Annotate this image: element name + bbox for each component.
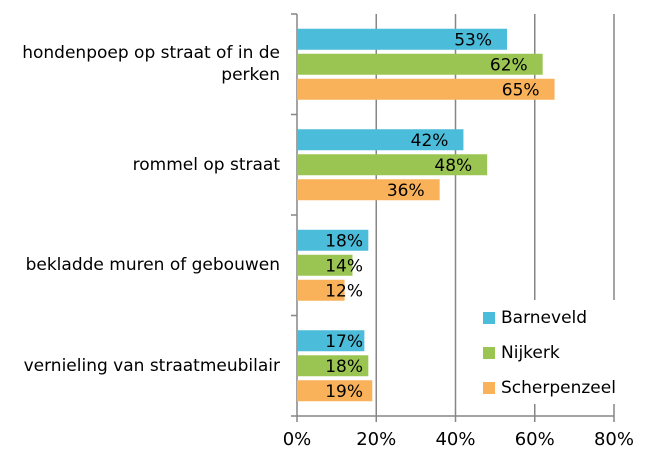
value-label: 65% <box>502 80 540 100</box>
value-label: 53% <box>454 30 492 50</box>
value-label: 12% <box>325 281 363 301</box>
legend-swatch <box>483 347 495 359</box>
legend-label: Nijkerk <box>501 343 560 363</box>
legend-swatch <box>483 312 495 324</box>
category-label: bekladde muren of gebouwen <box>25 255 280 276</box>
category-label: vernieling van straatmeubilair <box>23 355 280 376</box>
bar <box>297 179 440 201</box>
value-label: 17% <box>325 332 363 352</box>
x-tick-label: 60% <box>515 429 555 450</box>
bar <box>297 229 369 251</box>
value-label: 18% <box>325 231 363 251</box>
x-tick-label: 20% <box>356 429 396 450</box>
bar <box>297 78 555 100</box>
value-label: 48% <box>434 156 472 176</box>
category-label: rommel op straat <box>132 154 280 175</box>
x-tick-label: 0% <box>283 429 312 450</box>
legend-background <box>476 300 645 404</box>
value-label: 14% <box>325 256 363 276</box>
bar <box>297 53 543 75</box>
value-label: 36% <box>387 181 425 201</box>
legend-swatch <box>483 382 495 394</box>
value-label: 18% <box>325 357 363 377</box>
category-label: hondenpoep op straat of in de perken <box>22 43 280 86</box>
x-tick-label: 40% <box>435 429 475 450</box>
bar <box>297 28 508 50</box>
legend-label: Scherpenzeel <box>501 378 616 398</box>
value-label: 19% <box>325 382 363 402</box>
bar <box>297 279 345 301</box>
bar <box>297 355 369 377</box>
value-label: 62% <box>490 55 528 75</box>
bar <box>297 129 464 151</box>
x-tick-label: 80% <box>594 429 634 450</box>
legend-label: Barneveld <box>501 308 587 328</box>
bar <box>297 380 373 402</box>
bar <box>297 154 488 176</box>
bar <box>297 330 365 352</box>
value-label: 42% <box>411 131 449 151</box>
bar <box>297 254 353 276</box>
